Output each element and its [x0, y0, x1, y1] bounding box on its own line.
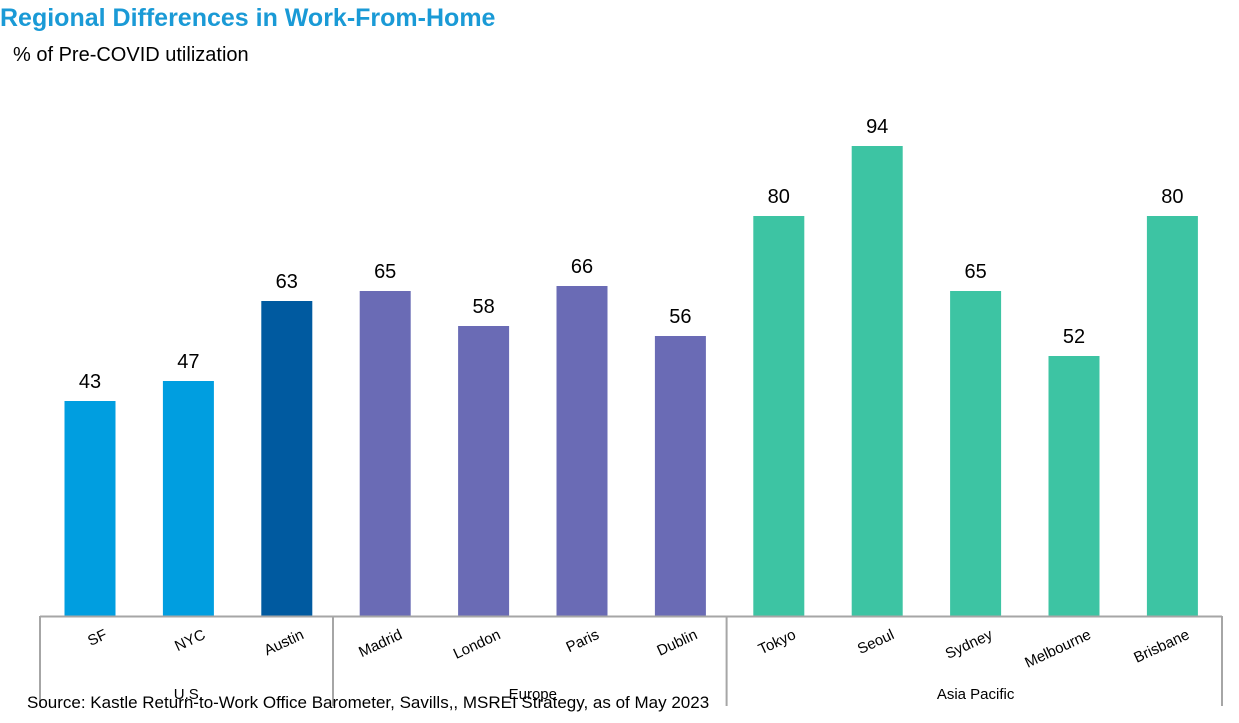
group-label: Europe: [509, 686, 557, 703]
data-label: 94: [866, 116, 888, 138]
tick-label-dublin: Dublin: [654, 626, 700, 659]
x-tick-labels: SF NYC Austin Madrid London Paris Dublin Tokyo S…: [85, 626, 1192, 672]
data-label: 66: [571, 256, 593, 278]
data-label: 47: [177, 351, 199, 373]
data-label: 52: [1063, 326, 1085, 348]
chart-subtitle: % of Pre-COVID utilization: [13, 44, 249, 66]
group-labels: U.S. Europe Asia Pacific: [174, 686, 1015, 703]
tick-label-paris: Paris: [564, 626, 602, 656]
tick-label-melbourne: Melbourne: [1022, 626, 1093, 671]
bar-brisbane: [1146, 216, 1198, 616]
bar-sydney: [950, 291, 1002, 616]
chart-title: Regional Differences in Work-From-Home: [0, 4, 496, 32]
group-label: Asia Pacific: [937, 686, 1015, 703]
data-label: 56: [669, 306, 691, 328]
bar-nyc: [162, 381, 214, 616]
bar-madrid: [359, 291, 411, 616]
bar-austin: [261, 301, 313, 616]
bar-seoul: [851, 146, 903, 616]
data-label: 65: [964, 261, 986, 283]
source-note: Source: Kastle Return-to-Work Office Bar…: [27, 693, 710, 712]
bar-sf: [64, 401, 116, 616]
data-label: 80: [768, 186, 790, 208]
bar-tokyo: [753, 216, 805, 616]
bar-london: [458, 326, 510, 616]
data-label: 65: [374, 261, 396, 283]
tick-label-austin: Austin: [262, 626, 307, 659]
x-axis: [39, 615, 1223, 706]
data-label: 63: [276, 271, 298, 293]
tick-label-sydney: Sydney: [943, 626, 996, 663]
bar-melbourne: [1048, 356, 1100, 616]
bars-layer: [64, 146, 1198, 616]
tick-label-tokyo: Tokyo: [756, 626, 799, 658]
tick-label-sf: SF: [85, 626, 110, 650]
data-label: 58: [472, 296, 494, 318]
tick-label-london: London: [451, 626, 504, 663]
data-labels-layer: 43 47 63 65 58 66 56 80 94 65 52 80: [79, 116, 1184, 393]
tick-label-madrid: Madrid: [356, 626, 405, 661]
data-label: 80: [1161, 186, 1183, 208]
bar-dublin: [654, 336, 706, 616]
bar-paris: [556, 286, 608, 616]
tick-label-seoul: Seoul: [855, 626, 897, 658]
group-label: U.S.: [174, 686, 203, 703]
tick-label-nyc: NYC: [172, 626, 208, 655]
data-label: 43: [79, 371, 101, 393]
tick-label-brisbane: Brisbane: [1131, 626, 1192, 666]
